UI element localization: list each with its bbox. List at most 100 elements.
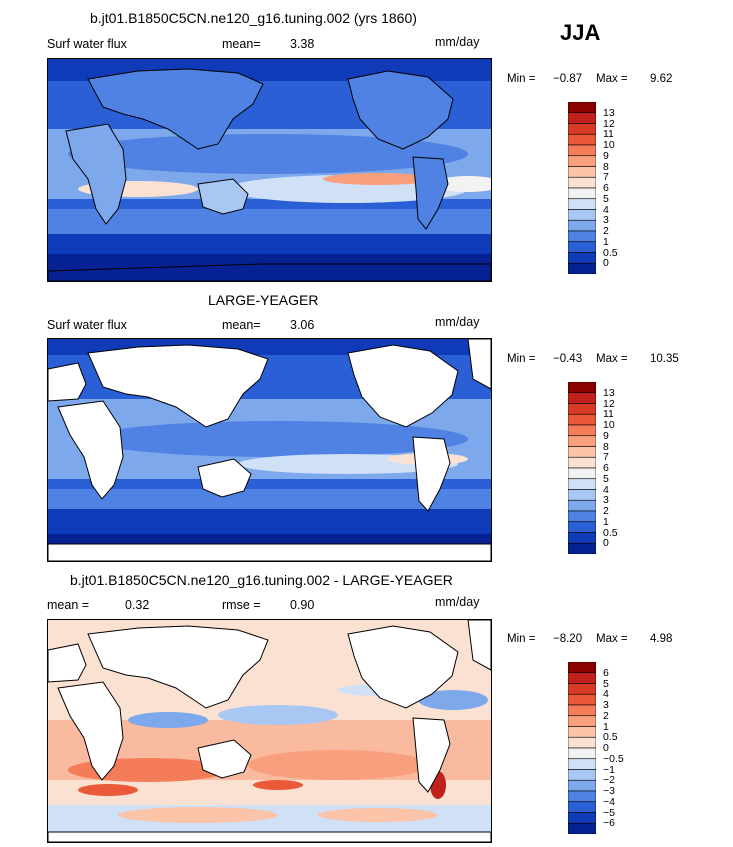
- colorbar-tick-label: 10: [603, 419, 615, 431]
- colorbar-tick-label: 3: [603, 214, 609, 227]
- panel-3-colorbar: [567, 661, 597, 839]
- colorbar-swatch: [567, 542, 597, 555]
- colorbar-tick-label: −0.5: [603, 752, 624, 765]
- colorbar-tick-label: 0: [603, 537, 609, 550]
- colorbar-tick-label: 2: [603, 505, 609, 517]
- colorbar-swatch: [567, 155, 597, 167]
- panel-1-variable-label: Surf water flux: [47, 37, 127, 51]
- panel-2-colorbar-swatches: [567, 381, 597, 555]
- panel-2-max-value: 10.35: [650, 353, 679, 365]
- colorbar-tick-label: 0.5: [603, 246, 618, 259]
- panel-3-min-label: Min =: [507, 633, 536, 645]
- colorbar-tick-label: −4: [603, 795, 615, 808]
- panel-3-rmse-label: rmse =: [222, 598, 261, 612]
- colorbar-swatch: [567, 187, 597, 200]
- colorbar-swatch: [567, 726, 597, 738]
- panel-2-map: [47, 338, 492, 562]
- colorbar-tick-label: 3: [603, 699, 609, 711]
- panel-2-min-value: −0.43: [553, 353, 583, 365]
- colorbar-tick-label: −1: [603, 763, 615, 776]
- colorbar-tick-label: 2: [603, 225, 609, 237]
- colorbar-tick-label: 7: [603, 171, 609, 184]
- colorbar-tick-label: 11: [603, 408, 614, 421]
- panel-1-title: b.jt01.B1850C5CN.ne120_g16.tuning.002 (y…: [90, 10, 417, 26]
- colorbar-swatch: [567, 166, 597, 178]
- colorbar-tick-label: 0: [603, 257, 609, 270]
- panel-3-units: mm/day: [435, 595, 480, 609]
- panel-3-max-value: 4.98: [650, 633, 673, 645]
- colorbar-tick-label: 3: [603, 494, 609, 507]
- colorbar-swatch: [567, 403, 597, 415]
- panel-2-mean-value: 3.06: [290, 318, 315, 332]
- panel-1-colorbar-swatches: [567, 101, 597, 275]
- panel-1-mean-label: mean=: [222, 37, 261, 51]
- colorbar-swatch: [567, 532, 597, 544]
- colorbar-tick-label: 8: [603, 160, 609, 173]
- colorbar-swatch: [567, 230, 597, 243]
- panel-2-title: LARGE-YEAGER: [208, 292, 319, 308]
- panel-1-max-value: 9.62: [650, 73, 673, 85]
- colorbar-swatch: [567, 123, 597, 135]
- panel-2-min-label: Min =: [507, 353, 536, 365]
- colorbar-tick-label: 7: [603, 451, 609, 464]
- colorbar-tick-label: 1: [603, 515, 609, 528]
- colorbar-swatch: [567, 381, 597, 394]
- colorbar-swatch: [567, 241, 597, 253]
- colorbar-tick-label: −2: [603, 774, 615, 787]
- colorbar-swatch: [567, 704, 597, 717]
- panel-3-max-label: Max =: [596, 633, 628, 645]
- panel-2-mean-label: mean=: [222, 318, 261, 332]
- colorbar-tick-label: 5: [603, 472, 609, 485]
- panel-1-mean-value: 3.38: [290, 37, 315, 51]
- colorbar-swatch: [567, 715, 597, 727]
- panel-3-min-value: −8.20: [553, 633, 583, 645]
- colorbar-swatch: [567, 812, 597, 824]
- colorbar-tick-label: 4: [603, 483, 609, 496]
- panel-3-mean-label: mean =: [47, 598, 90, 612]
- colorbar-tick-label: 11: [603, 128, 614, 141]
- colorbar-swatch: [567, 101, 597, 114]
- colorbar-swatch: [567, 133, 597, 146]
- colorbar-tick-label: 13: [603, 106, 615, 119]
- colorbar-swatch: [567, 521, 597, 533]
- panel-2-variable-label: Surf water flux: [47, 318, 127, 332]
- colorbar-tick-label: 12: [603, 117, 615, 130]
- colorbar-swatch: [567, 758, 597, 770]
- colorbar-swatch: [567, 198, 597, 210]
- colorbar-swatch: [567, 499, 597, 512]
- colorbar-tick-label: 0.5: [603, 526, 618, 539]
- colorbar-swatch: [567, 467, 597, 480]
- colorbar-swatch: [567, 413, 597, 426]
- colorbar-swatch: [567, 661, 597, 674]
- panel-2-colorbar: [567, 381, 597, 559]
- colorbar-swatch: [567, 424, 597, 437]
- colorbar-swatch: [567, 112, 597, 124]
- panel-3-rmse-value: 0.90: [290, 598, 315, 612]
- panel-3-colorbar-swatches: [567, 661, 597, 835]
- colorbar-swatch: [567, 801, 597, 813]
- panel-3-mean-value: 0.32: [125, 598, 150, 612]
- colorbar-swatch: [567, 790, 597, 803]
- colorbar-swatch: [567, 769, 597, 781]
- colorbar-tick-label: 6: [603, 666, 609, 679]
- colorbar-tick-label: −3: [603, 785, 615, 797]
- colorbar-swatch: [567, 736, 597, 749]
- colorbar-swatch: [567, 219, 597, 232]
- colorbar-swatch: [567, 693, 597, 706]
- colorbar-swatch: [567, 672, 597, 684]
- colorbar-swatch: [567, 489, 597, 501]
- colorbar-swatch: [567, 446, 597, 458]
- season-label: JJA: [560, 20, 601, 45]
- colorbar-swatch: [567, 510, 597, 523]
- colorbar-swatch: [567, 209, 597, 221]
- colorbar-swatch: [567, 779, 597, 792]
- colorbar-tick-label: 9: [603, 429, 609, 442]
- colorbar-tick-label: 12: [603, 397, 615, 410]
- colorbar-tick-label: 9: [603, 149, 609, 162]
- colorbar-tick-label: 6: [603, 182, 609, 194]
- panel-2-max-label: Max =: [596, 353, 628, 365]
- panel-1-max-label: Max =: [596, 73, 628, 85]
- colorbar-tick-label: −5: [603, 806, 615, 819]
- colorbar-swatch: [567, 252, 597, 264]
- panel-3-map: [47, 619, 492, 843]
